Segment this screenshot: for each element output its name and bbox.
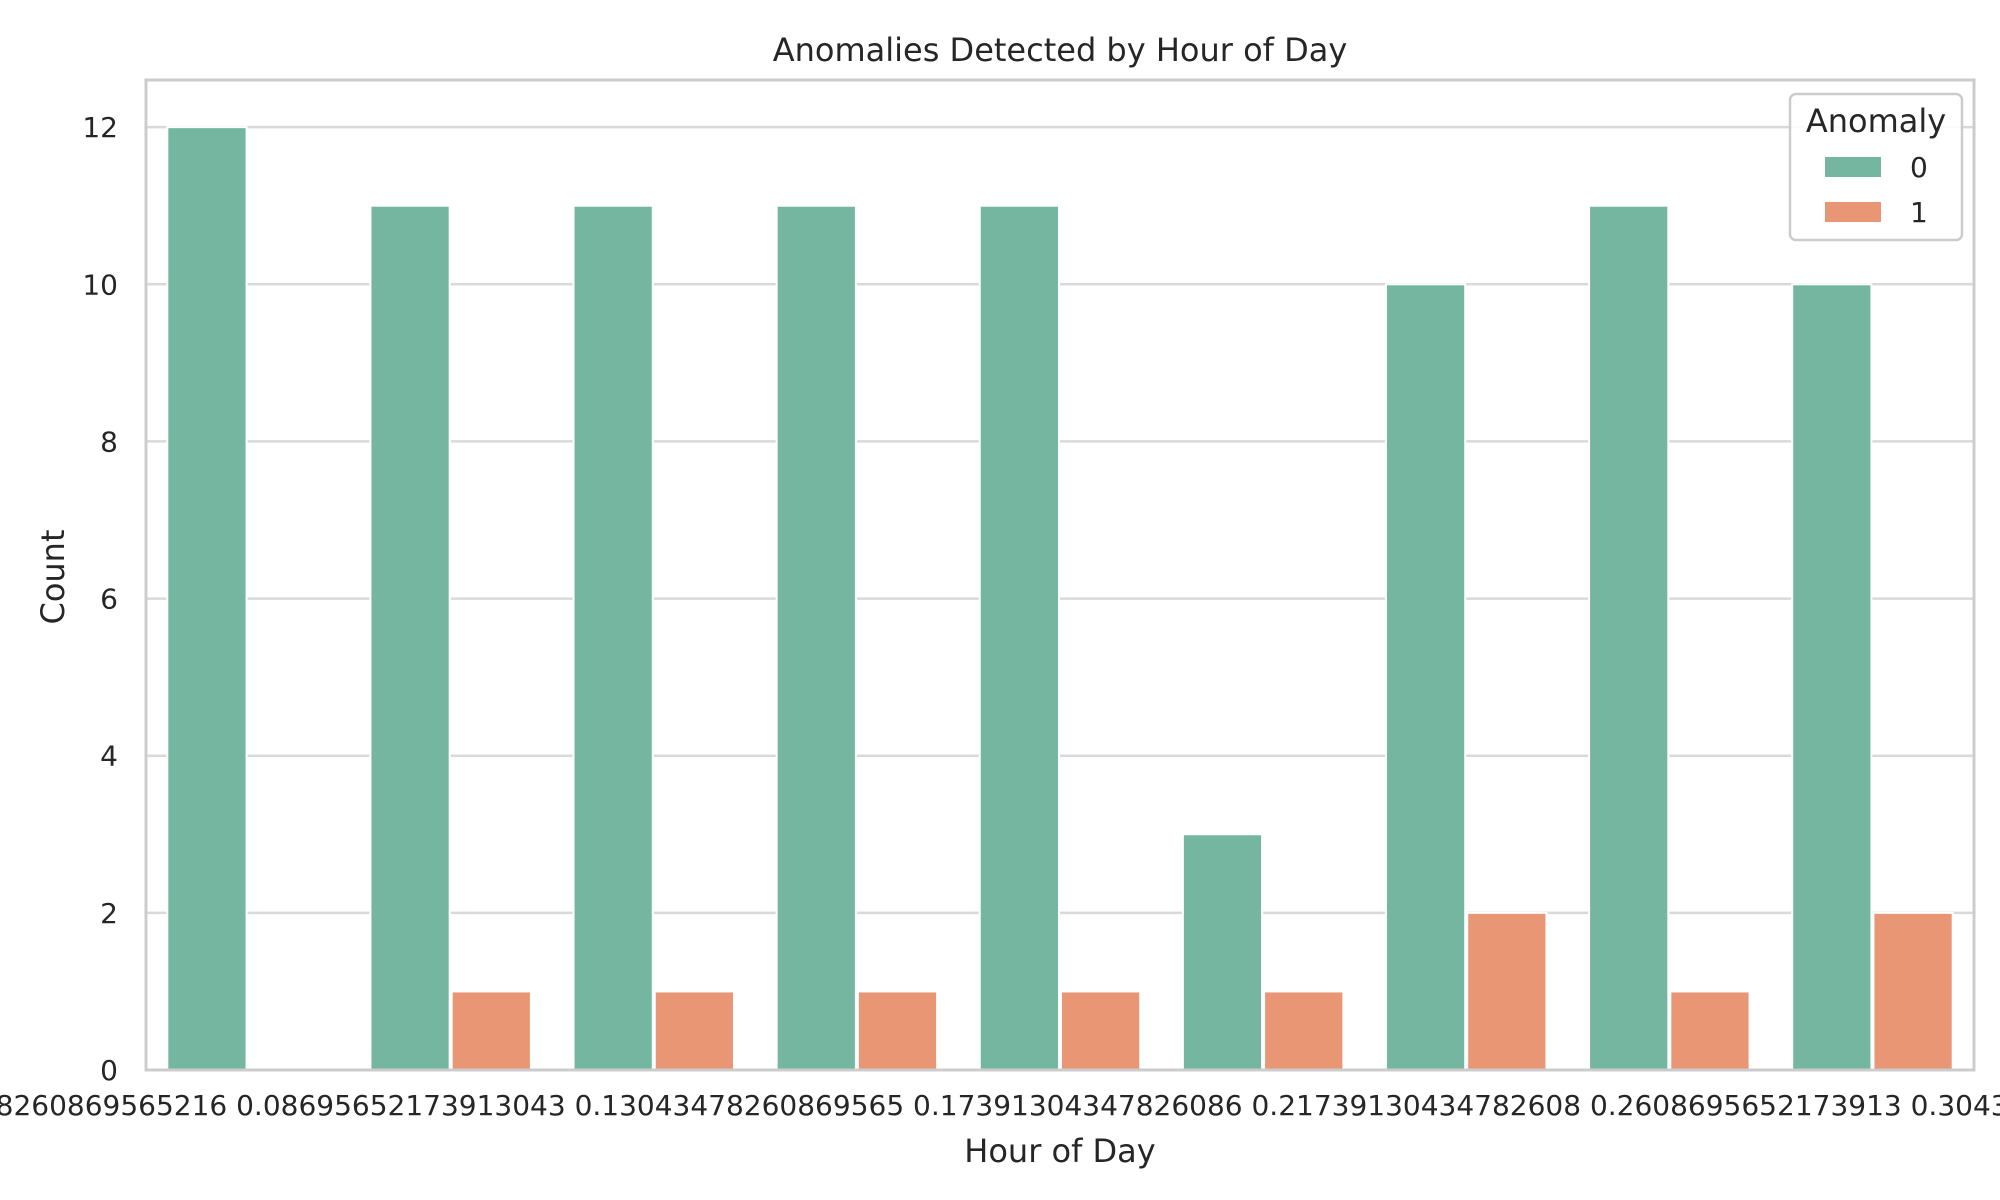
bar-anomaly-1-cat-3 <box>856 990 939 1072</box>
bar-anomaly-0-cat-7 <box>1588 204 1670 1071</box>
legend-title: Anomaly <box>1806 102 1946 140</box>
y-tick-label: 2 <box>100 897 118 930</box>
y-tick-label: 12 <box>82 111 118 144</box>
legend-swatch-1 <box>1825 202 1881 222</box>
y-tick-label: 0 <box>100 1054 118 1087</box>
bar-anomaly-0-cat-2 <box>572 204 654 1071</box>
bars <box>166 126 1954 1072</box>
y-tick-label: 6 <box>100 583 118 616</box>
bar-anomaly-1-cat-7 <box>1669 990 1751 1072</box>
bar-anomaly-1-cat-4 <box>1060 990 1142 1072</box>
y-tick-labels: 0 2 4 6 8 10 12 <box>82 111 118 1087</box>
bar-anomaly-1-cat-1 <box>450 990 532 1072</box>
x-axis-label: Hour of Day <box>964 1132 1155 1170</box>
legend-label-1: 1 <box>1910 196 1928 229</box>
y-axis-label: Count <box>34 529 72 624</box>
chart-title: Anomalies Detected by Hour of Day <box>773 31 1348 69</box>
plot-frame <box>144 78 1976 1072</box>
bar-anomaly-0-cat-0 <box>166 126 248 1071</box>
bar-anomaly-0-cat-6 <box>1384 283 1467 1071</box>
bar-anomaly-1-cat-5 <box>1263 990 1345 1072</box>
y-tick-label: 10 <box>82 268 118 301</box>
x-tick-labels: 0.0 0.043478260869565216 0.0869565217391… <box>0 1089 2000 1122</box>
y-tick-label: 4 <box>100 740 118 773</box>
legend: Anomaly 0 1 <box>1788 92 1964 242</box>
bar-anomaly-0-cat-8 <box>1791 283 1873 1071</box>
bar-anomaly-0-cat-5 <box>1181 833 1264 1071</box>
y-tick-label: 8 <box>100 425 118 458</box>
bar-anomaly-1-cat-8 <box>1872 911 1954 1071</box>
bar-anomaly-0-cat-3 <box>775 204 857 1071</box>
bar-anomaly-1-cat-6 <box>1466 911 1548 1071</box>
bar-anomaly-0-cat-1 <box>369 204 451 1071</box>
bar-anomaly-0-cat-4 <box>978 204 1060 1071</box>
legend-swatch-0 <box>1825 157 1881 177</box>
bar-anomaly-1-cat-2 <box>653 990 736 1072</box>
legend-label-0: 0 <box>1910 151 1928 184</box>
